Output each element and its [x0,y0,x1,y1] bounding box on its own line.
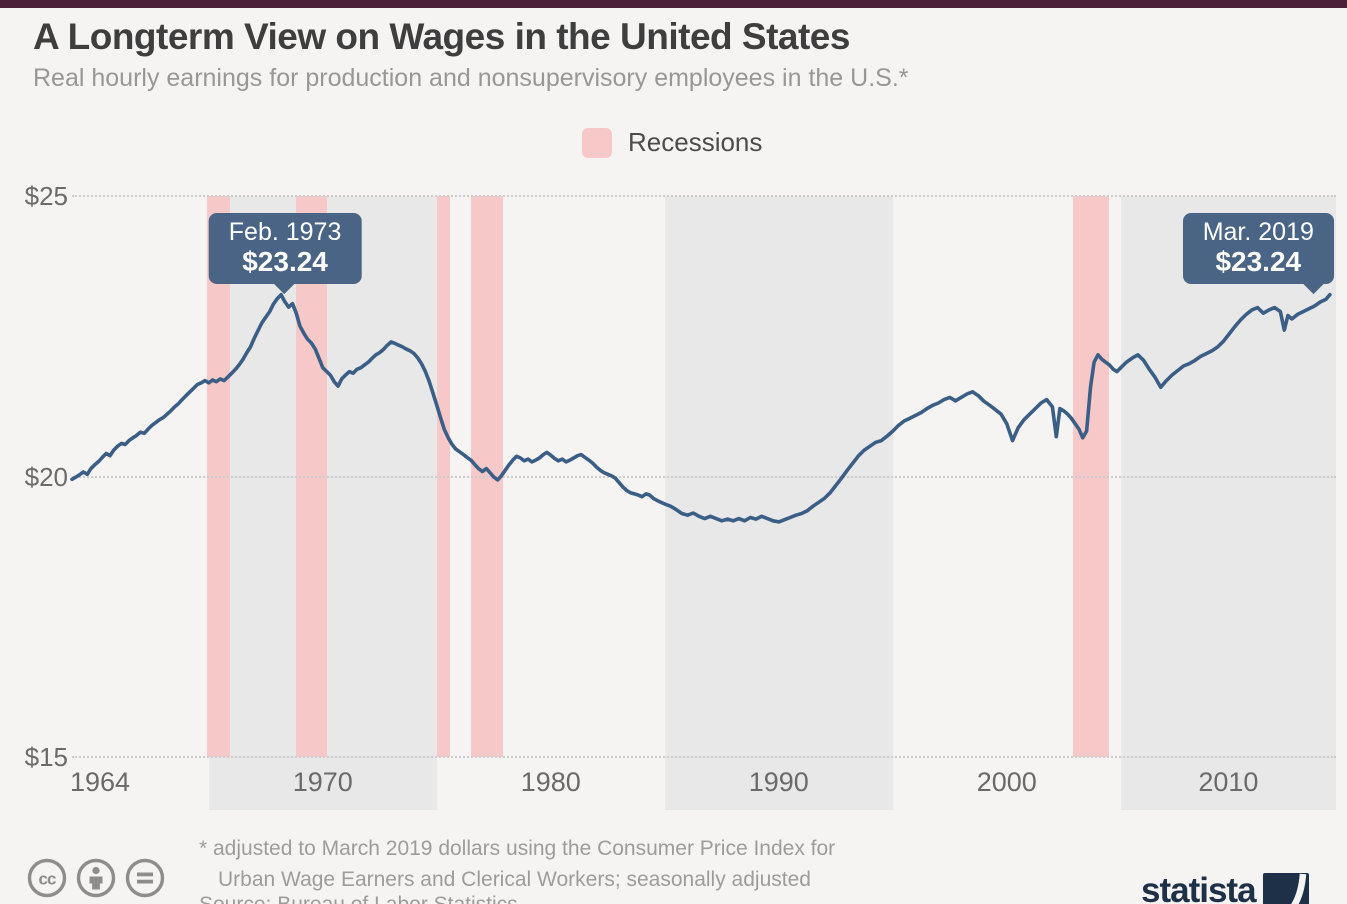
page-subtitle: Real hourly earnings for production and … [33,64,909,92]
x-axis-label: 1980 [520,767,581,797]
annotation-callout-mar-2019: Mar. 2019 $23.24 [1182,212,1334,294]
statista-brand[interactable]: statista [1141,873,1309,904]
x-axis-label: 1964 [69,767,131,797]
svg-text:cc: cc [39,870,56,889]
y-gridline [72,756,1336,758]
footnote-line-2: Urban Wage Earners and Clerical Workers;… [218,868,811,891]
footnote-line-1: * adjusted to March 2019 dollars using t… [199,837,836,860]
creative-commons-icon[interactable]: cc [27,858,67,898]
x-axis-label: 1990 [748,767,809,797]
x-axis-label: 2010 [1198,767,1259,797]
source-credit: Source: Bureau of Labor Statistics [199,893,518,904]
x-axis-label: 1970 [292,767,353,797]
y-axis-label: $25 [24,181,68,211]
y-axis-label: $15 [24,742,68,772]
legend: Recessions [582,127,762,158]
annotation-value: $23.24 [1215,245,1302,277]
no-derivatives-equals-icon[interactable] [125,858,165,898]
annotation-date: Feb. 1973 [228,217,342,246]
y-gridline [72,475,1336,478]
annotation-value: $23.24 [242,245,328,277]
statista-logo-icon [1262,873,1309,904]
legend-label: Recessions [628,127,763,157]
decade-band [664,196,893,810]
top-accent-bar [0,0,1347,8]
statista-wordmark: statista [1141,871,1257,904]
x-axis-label: 2000 [976,767,1037,797]
annotation-callout-feb-1973: Feb. 1973 $23.24 [208,212,362,294]
footnote: * adjusted to March 2019 dollars using t… [199,833,835,895]
license-icons[interactable]: cc [27,858,165,898]
annotation-date: Mar. 2019 [1202,217,1314,246]
attribution-person-icon[interactable] [76,858,116,898]
page-title: A Longterm View on Wages in the United S… [33,16,850,57]
y-gridline [72,195,1336,197]
decade-band [1120,196,1336,810]
y-axis-label: $20 [24,461,68,492]
recession-swatch-icon [582,127,612,158]
